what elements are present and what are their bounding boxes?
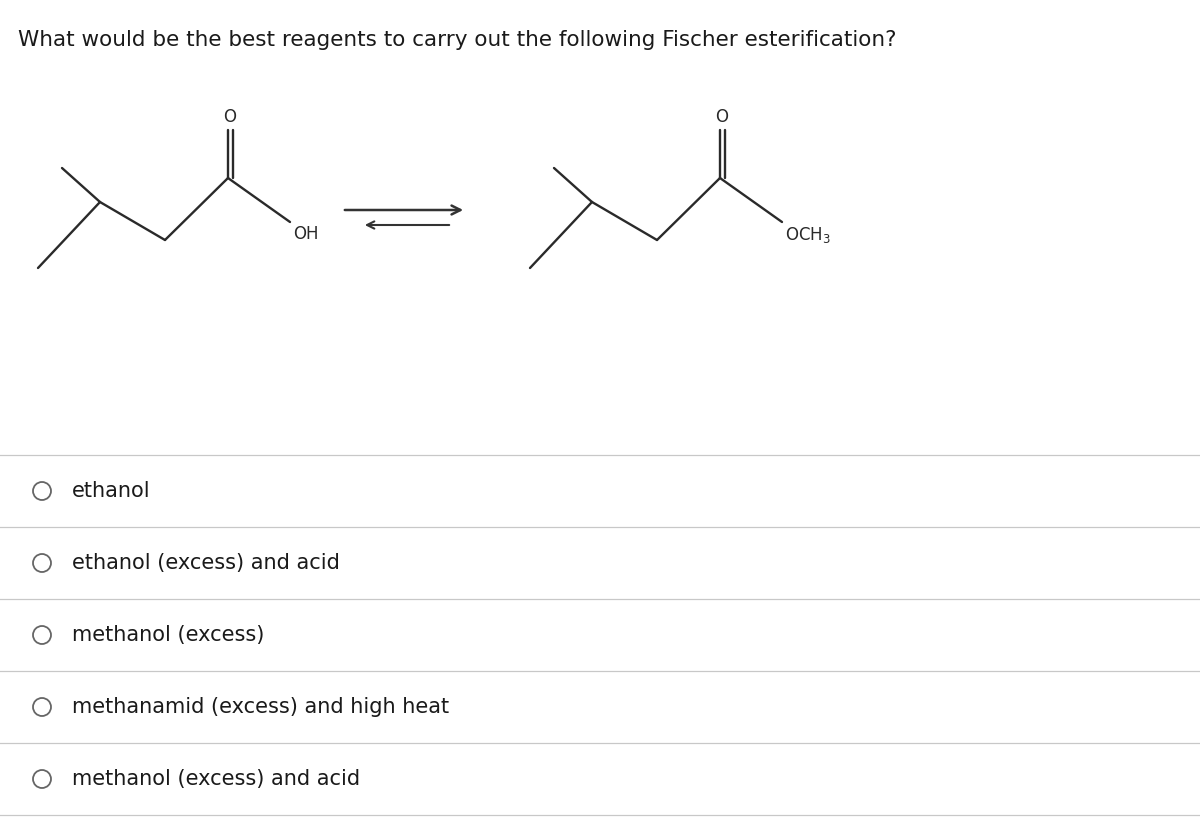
Text: O: O	[223, 108, 236, 126]
Text: methanamid (excess) and high heat: methanamid (excess) and high heat	[72, 697, 449, 717]
Text: methanol (excess) and acid: methanol (excess) and acid	[72, 769, 360, 789]
Text: O: O	[715, 108, 728, 126]
Text: ethanol (excess) and acid: ethanol (excess) and acid	[72, 553, 340, 573]
Text: OH: OH	[293, 225, 318, 243]
Text: methanol (excess): methanol (excess)	[72, 625, 264, 645]
Text: OCH$_3$: OCH$_3$	[785, 225, 830, 245]
Text: ethanol: ethanol	[72, 481, 151, 501]
Text: What would be the best reagents to carry out the following Fischer esterificatio: What would be the best reagents to carry…	[18, 30, 896, 50]
